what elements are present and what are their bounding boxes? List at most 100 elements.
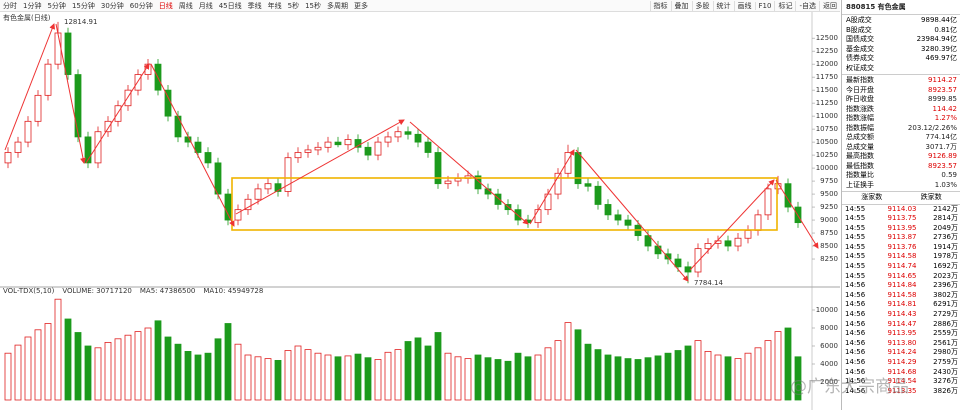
period-tab[interactable]: 30分钟 [100,1,124,10]
period-tab[interactable]: 分时 [3,1,17,10]
info-row: 指数量比 0.59 [842,171,960,181]
volume-bar [794,356,802,401]
info-label: 昨日收盘 [846,95,874,103]
arrow [689,179,775,271]
info-label: 国债成交 [846,35,874,43]
candle-body [434,152,442,185]
period-tab[interactable]: 月线 [198,1,213,10]
y-tick-label: 6000 [820,342,838,350]
info-row: 最新指数 9114.27 [842,76,960,86]
info-row: 指数涨跌 114.42 [842,105,960,115]
tick-time: 14:55 [845,233,866,242]
breadth-row: 涨家数 跌家数 [842,192,960,205]
info-label: 总成交量 [846,142,874,151]
period-tab[interactable]: 5秒 [287,1,300,10]
volume-bar [174,343,182,401]
box-annotations [231,177,778,231]
volume-bar [574,329,582,401]
tick-row: 14:56 9114.81 6291万 [842,300,960,310]
volume-bar [424,345,432,401]
tool-button[interactable]: F10 [754,1,775,10]
volume-bar [474,354,482,401]
tool-button[interactable]: -自选 [795,0,819,11]
info-row: 基金成交 3280.39亿 [842,45,960,55]
tick-price: 9114.58 [887,252,917,261]
period-tab[interactable]: 季线 [247,1,262,10]
tool-button[interactable]: 返回 [819,0,840,11]
volume-bar [104,341,112,401]
candle-body [74,74,82,138]
arrow [775,179,819,249]
tool-button[interactable]: 叠加 [670,0,692,11]
tool-button[interactable]: 画线 [733,0,755,11]
volume-bar [54,298,62,401]
volume-bar [444,352,452,401]
volume-bar [524,356,532,401]
candle-body [14,141,22,153]
period-tab[interactable]: 15分钟 [71,1,95,10]
period-tab[interactable]: 15秒 [305,1,322,10]
period-tab[interactable]: 日线 [158,1,173,10]
period-tab[interactable]: 更多 [354,1,369,10]
tick-row: 14:55 9114.74 1692万 [842,262,960,272]
period-tab[interactable]: 多周期 [327,1,349,10]
period-tab[interactable]: 60分钟 [129,1,153,10]
tick-row: 14:55 9113.76 1914万 [842,243,960,253]
candle-body [594,185,602,205]
info-value: 8923.57 [928,85,957,94]
side-panel: 880815 有色金属 A股成交 9898.44亿 B股成交 0.81亿 国债成交 239… [841,0,960,410]
candle-body [724,240,732,247]
info-value: 9898.44亿 [921,16,957,24]
volume-bar [724,356,732,401]
tick-volume: 2430万 [933,367,958,376]
arrow [150,63,235,227]
tick-volume: 2759万 [933,358,958,366]
tick-time: 14:55 [845,204,866,213]
volume-bar [64,318,72,401]
y-tick-label: 4000 [820,360,838,368]
tick-volume: 2142万 [933,204,958,213]
candle-body [294,152,302,159]
tool-button[interactable]: 标记 [774,0,795,11]
y-tick-label: 11000 [816,112,838,120]
volume-bar [774,331,782,401]
candle-body [194,141,202,153]
volume-bar [4,352,12,401]
tick-time: 14:56 [845,319,866,328]
info-value: 0.81亿 [934,25,957,34]
candle-body [384,136,392,143]
volume-bar [34,329,42,401]
tick-price: 9113.76 [887,242,917,251]
candle-body [764,188,772,216]
candle-body [284,157,292,192]
tool-button[interactable]: 多股 [691,0,713,11]
y-tick-label: 8250 [820,255,838,263]
info-label: 指数涨跌 [846,104,874,113]
info-label: 指数振幅 [846,123,874,132]
period-tab[interactable]: 5分钟 [47,1,66,10]
tick-price: 9114.24 [887,348,917,357]
info-row: 最低指数 8923.57 [842,162,960,172]
trend-arrows [4,23,819,282]
volume-bar [504,360,512,401]
period-tab[interactable]: 周线 [178,1,193,10]
volume-bar [454,356,462,401]
period-tab[interactable]: 45日线 [218,1,242,10]
y-tick-label: 9750 [820,177,838,185]
period-tab[interactable]: 年线 [267,1,282,10]
toolbar: 分时 1分钟 5分钟 15分钟 30分钟 60分钟 日线 周线 月线 45日线 季线 年线 5秒 15秒多… [0,0,840,12]
tick-row: 14:55 9113.95 2049万 [842,224,960,234]
volume-bar [514,352,522,401]
y-tick-label: 10500 [816,138,838,146]
tool-button[interactable]: 统计 [712,0,734,11]
volume-bar [744,352,752,401]
tick-volume: 2559万 [933,329,958,338]
period-tab[interactable]: 1分钟 [23,1,42,10]
tool-button[interactable]: 指标 [649,0,671,11]
volume-bar [214,338,222,401]
y-tick-label: 8500 [820,242,838,250]
volume-bar [344,355,352,401]
info-label: 基金成交 [846,44,874,53]
volume-bar [144,327,152,401]
info-row: 债券成交 469.97亿 [842,54,960,64]
